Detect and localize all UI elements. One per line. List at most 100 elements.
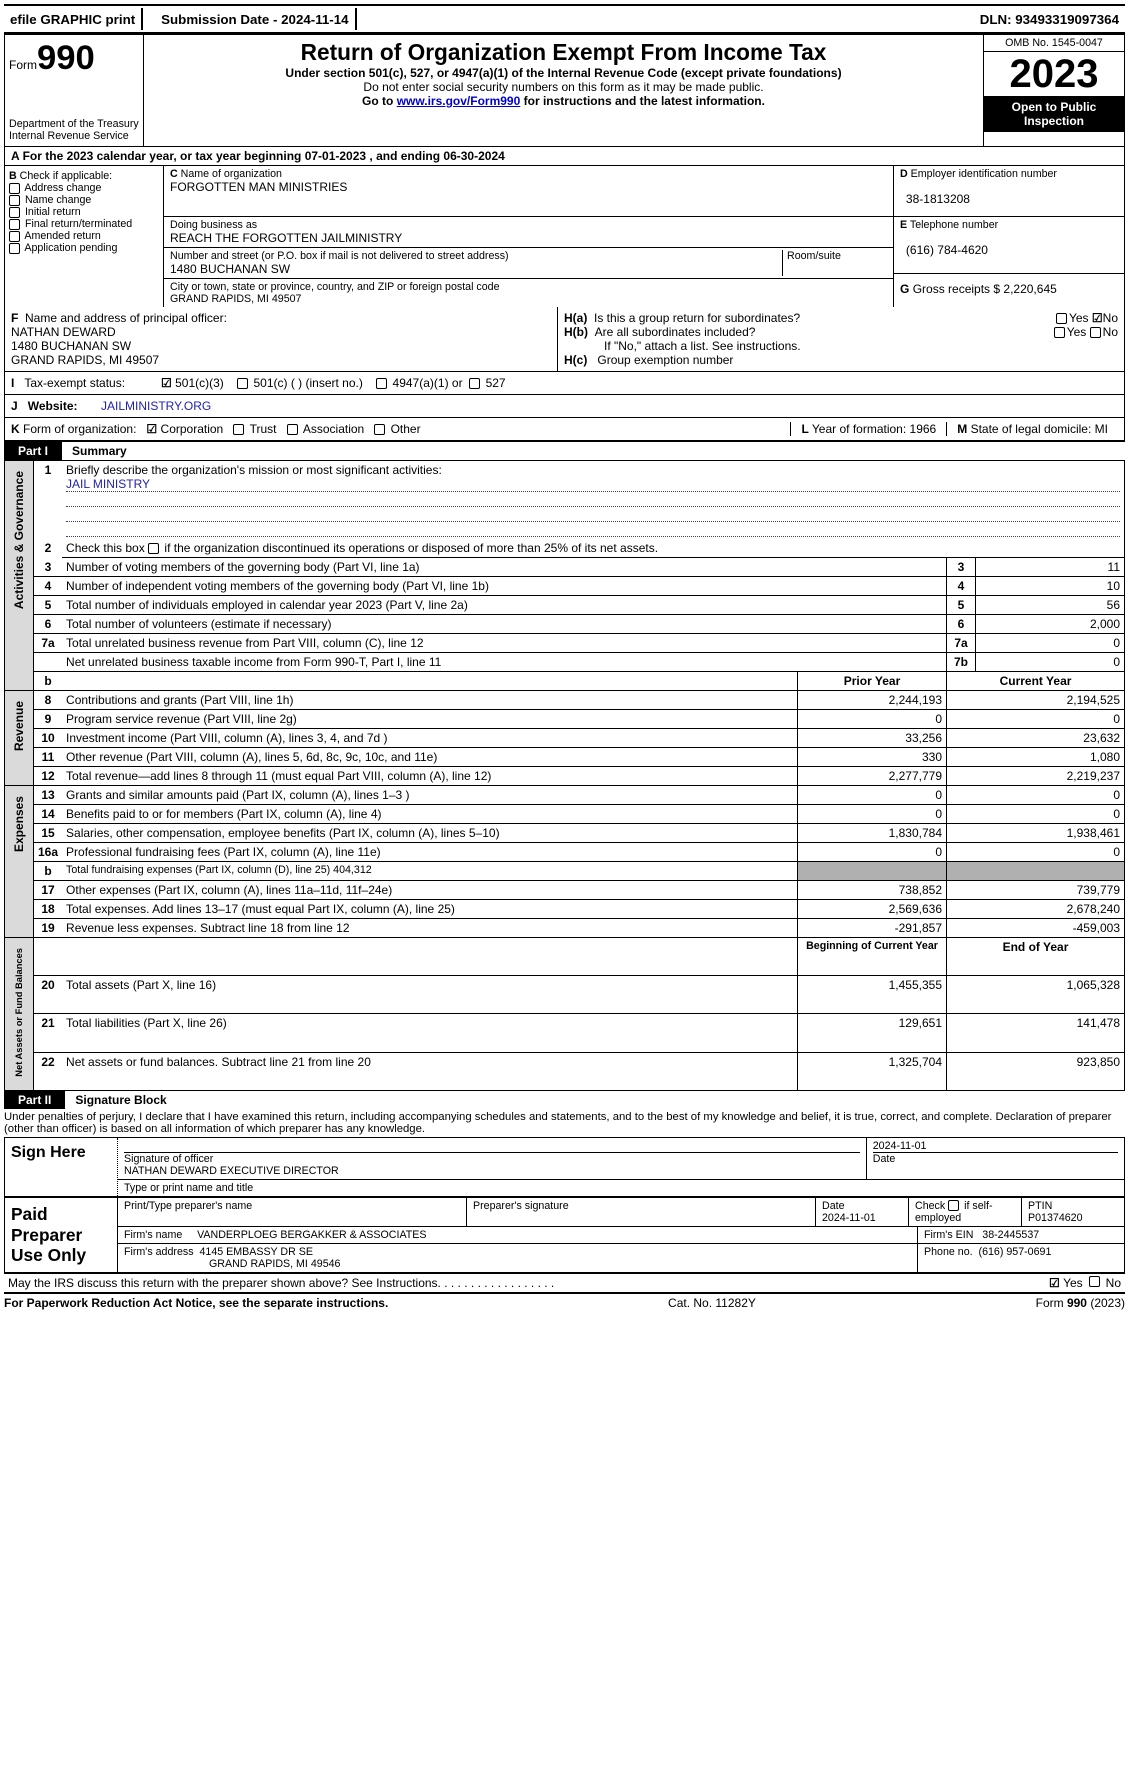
checkbox-501c[interactable] [237,378,248,389]
sign-block: Sign Here Signature of officer NATHAN DE… [4,1138,1125,1198]
header-left: Form990 Department of the Treasury Inter… [5,35,144,146]
omb-number: OMB No. 1545-0047 [984,35,1124,52]
city-cell: City or town, state or province, country… [164,279,893,307]
begin-hdr: Beginning of Current Year [798,938,947,976]
checked-icon: ☑ [146,422,157,436]
line-18: 18 [34,900,63,919]
firm-name-label: Firm's name [124,1229,182,1241]
label-m: M [957,422,967,436]
part1-tab: Part I [4,442,62,460]
prep-self: Check if self-employed [909,1198,1022,1226]
line-15: 15 [34,824,63,843]
officer-label: Name and address of principal officer: [25,311,227,325]
ha-text: Is this a group return for subordinates? [594,311,1056,325]
line-11: 11 [34,748,63,767]
ptin-label: PTIN [1028,1200,1052,1212]
l14-p: 0 [798,805,947,824]
label-hc: H(c) [564,353,587,367]
checkbox-init[interactable] [9,207,20,218]
vtab-net-text: Net Assets or Fund Balances [14,940,24,1085]
efile-label: efile GRAPHIC print [4,10,141,29]
checkbox-trust[interactable] [233,424,244,435]
form-header: Form990 Department of the Treasury Inter… [4,34,1125,147]
checkbox-app[interactable] [9,243,20,254]
footer-left: For Paperwork Reduction Act Notice, see … [4,1296,388,1310]
checkbox-addr[interactable] [9,183,20,194]
line-10: 10 [34,729,63,748]
state-domicile: MI [1095,422,1108,436]
i-label: Tax-exempt status: [24,376,125,390]
irs-link[interactable]: www.irs.gov/Form990 [397,94,521,108]
subtitle-3: Go to www.irs.gov/Form990 for instructio… [148,94,979,108]
org-city: GRAND RAPIDS, MI 49507 [170,293,301,305]
checkbox-4947[interactable] [376,378,387,389]
checkbox-amend[interactable] [9,231,20,242]
vtab-net: Net Assets or Fund Balances [5,938,34,1091]
l16a-txt: Professional fundraising fees (Part IX, … [62,843,797,862]
prep-sig-hdr: Preparer's signature [467,1198,816,1226]
col-deg: D Employer identification number 38-1813… [893,166,1124,307]
website-url[interactable]: JAILMINISTRY.ORG [101,399,211,413]
b-label: Check if applicable: [20,170,112,182]
l7a-num: 7a [947,634,976,653]
l4-txt: Number of independent voting members of … [62,577,946,596]
grey [947,862,1125,881]
line-6: 6 [34,615,63,634]
k-assoc: Association [303,422,364,436]
l7a-val: 0 [976,634,1125,653]
b-app: Application pending [24,242,117,254]
l17-p: 738,852 [798,881,947,900]
gross-cell: G Gross receipts $ 2,220,645 [894,274,1124,298]
label-j: J [11,399,18,413]
l11-txt: Other revenue (Part VIII, column (A), li… [62,748,797,767]
firm-name-val: VANDERPLOEG BERGAKKER & ASSOCIATES [197,1229,426,1241]
gross-val: 2,220,645 [1003,282,1056,296]
l4-num: 4 [947,577,976,596]
checkbox-name[interactable] [9,195,20,206]
name-label: Name of organization [181,168,282,180]
label-g: G [900,282,909,296]
no-text: No [1103,325,1118,339]
checkbox-hb-yes[interactable] [1054,327,1065,338]
l9-txt: Program service revenue (Part VIII, line… [62,710,797,729]
city-label: City or town, state or province, country… [170,281,500,293]
l6-num: 6 [947,615,976,634]
hc-text: Group exemption number [597,353,733,367]
l20-c: 1,065,328 [947,976,1125,1014]
line-b-hdr: b [34,672,63,691]
preparer-cells: Print/Type preparer's name Preparer's si… [118,1198,1124,1272]
label-f: F [11,311,18,325]
l4-val: 10 [976,577,1125,596]
ein-label: Employer identification number [911,168,1057,180]
row-klm: K Form of organization: ☑ Corporation Tr… [4,418,1125,442]
l15-c: 1,938,461 [947,824,1125,843]
row-i: I Tax-exempt status: ☑ 501(c)(3) 501(c) … [4,372,1125,395]
part2-tab: Part II [4,1091,65,1109]
header-right: OMB No. 1545-0047 2023 Open to Public In… [983,35,1124,146]
firm-addr-label: Firm's address [124,1246,194,1258]
phone-label: Telephone number [910,219,998,231]
checkbox-assoc[interactable] [287,424,298,435]
checkbox-527[interactable] [469,378,480,389]
l13-c: 0 [947,786,1125,805]
l12-txt: Total revenue—add lines 8 through 11 (mu… [62,767,797,786]
form-990-num: 990 [37,39,95,77]
l3-txt: Number of voting members of the governin… [62,558,946,577]
line-8: 8 [34,691,63,710]
checkbox-discuss-no[interactable] [1089,1276,1100,1287]
preparer-label: Paid Preparer Use Only [5,1198,118,1272]
vtab-ag-text: Activities & Governance [12,463,26,617]
l21-p: 129,651 [798,1014,947,1052]
firm-name: Firm's name VANDERPLOEG BERGAKKER & ASSO… [118,1227,918,1243]
b-final: Final return/terminated [25,218,132,230]
checkbox-hb-no[interactable] [1090,327,1101,338]
checkbox-selfemp[interactable] [948,1200,959,1211]
checkbox-ha-yes[interactable] [1056,313,1067,324]
org-street: 1480 BUCHANAN SW [170,262,290,276]
checkbox-other[interactable] [374,424,385,435]
l18-c: 2,678,240 [947,900,1125,919]
k-label: Form of organization: [23,422,136,436]
checkbox-disc[interactable] [148,543,159,554]
vtab-rev-text: Revenue [12,693,26,759]
checkbox-final[interactable] [9,219,20,230]
